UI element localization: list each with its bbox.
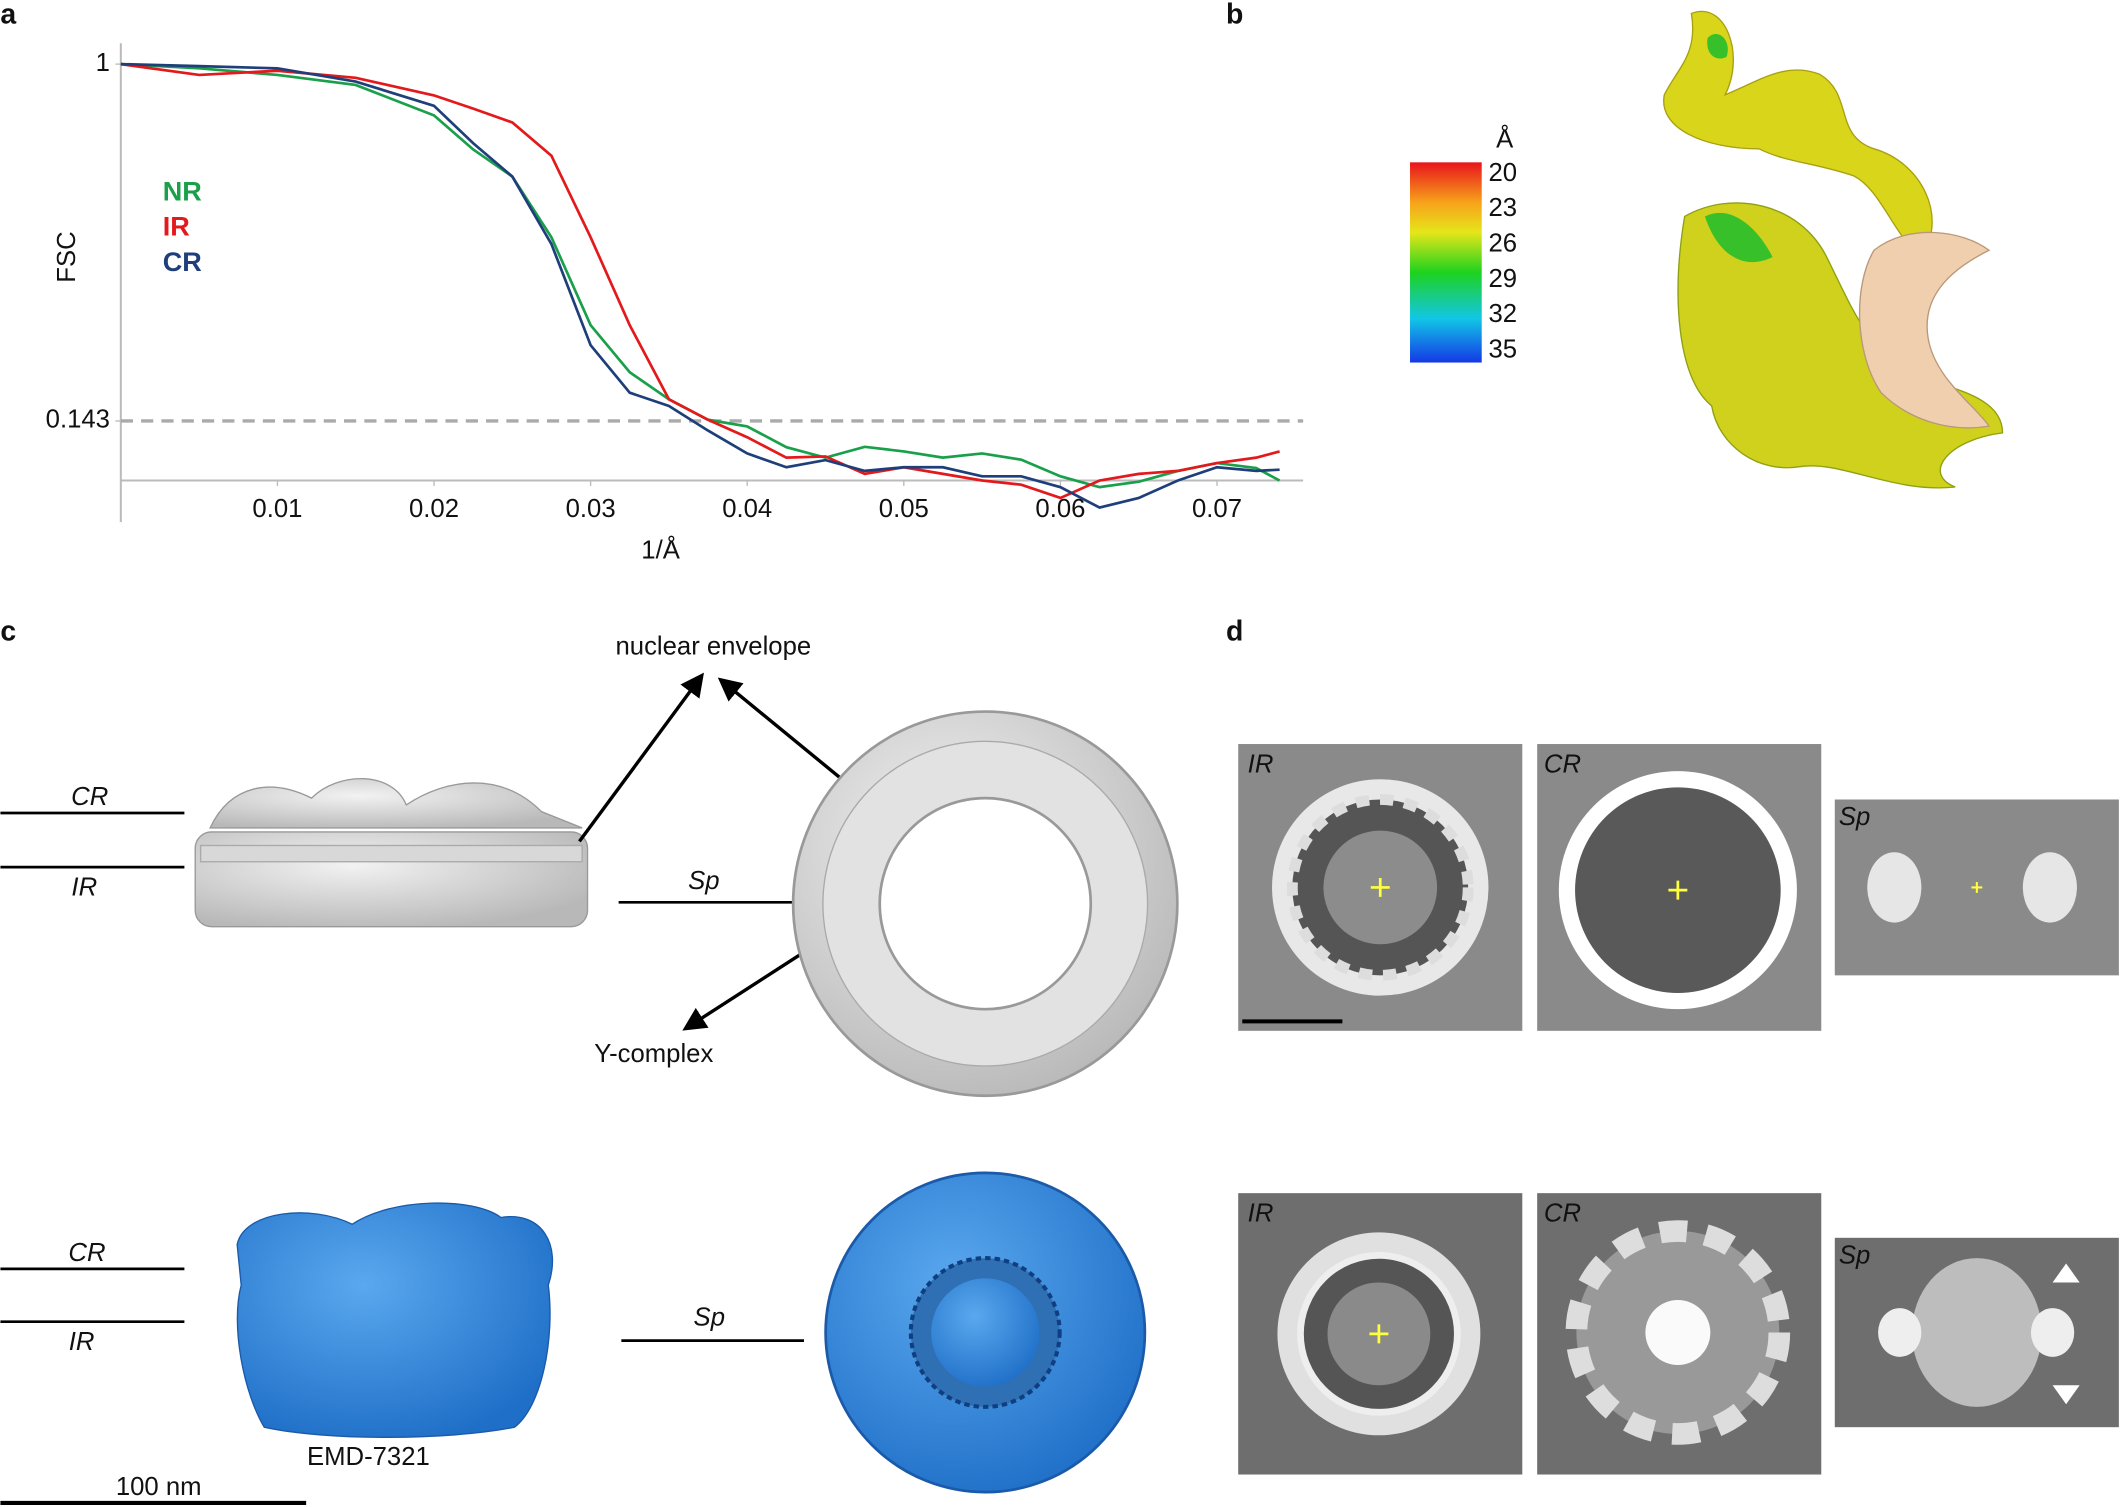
y-tick-label: 1 [96,49,110,77]
class-label: IR [1248,1200,1274,1228]
envelope-section [1858,231,1991,429]
panel-label: b [1226,0,1243,31]
colorbar [1410,162,1482,363]
ring-label: IR [71,874,97,902]
map-surface [1704,212,1773,263]
colorbar-tick-label: 20 [1488,159,1517,187]
x-tick-label: 0.04 [722,495,772,523]
colorbar-tick-label: 35 [1488,336,1517,364]
panel-b: Å [1410,10,2004,489]
x-tick-label: 0.01 [252,495,302,523]
panel-d: IR CR Sp IR CR Sp [1238,744,2119,1475]
section-label: Sp [694,1304,725,1332]
x-axis-label: 1/Å [641,535,680,565]
section-label: Sp [688,867,719,895]
arrow [682,945,814,1031]
class-label: Sp [1839,803,1870,831]
fsc-curve [120,62,1280,509]
density-map [1663,10,2004,489]
x-tick-label: 0.05 [879,495,929,523]
emd-side-view [236,1202,553,1439]
colorbar-tick-label: 23 [1488,194,1517,222]
colorbar-tick-label: 26 [1488,230,1517,258]
class-label: CR [1544,750,1581,778]
annotation: Y-complex [594,1040,713,1068]
legend-entry: IR [163,212,190,242]
colorbar-unit: Å [1496,123,1514,153]
y-axis-label: FSC [53,231,81,282]
fsc-curve [120,62,1280,500]
npc-top-view [791,710,1179,1098]
x-tick-label: 0.03 [566,495,616,523]
map-surface [1707,33,1728,59]
annotation: nuclear envelope [616,633,812,661]
fsc-curve [120,62,1281,489]
ring-label: IR [69,1328,95,1356]
map-id: EMD-7321 [307,1443,430,1471]
panel-label: d [1226,616,1243,648]
class-label: Sp [1839,1242,1870,1270]
panel-label: c [0,616,16,648]
panel-c: CR IR nuclear envelope Y-complex Sp CR I… [0,633,1179,1505]
arrow [578,672,704,843]
panel-label: a [0,0,16,31]
colorbar-tick-label: 29 [1488,265,1517,293]
colorbar-tick-label: 32 [1488,300,1517,328]
emd-top-view [824,1171,1147,1494]
class-label: IR [1248,750,1274,778]
y-tick-label: 0.143 [46,406,110,434]
class-label: CR [1544,1200,1581,1228]
x-tick-label: 0.02 [409,495,459,523]
fsc-chart: 0.01 0.02 0.03 0.04 0.05 0.06 0.07 0.143 1 FSC 1/Å… [46,43,1304,565]
arrow [717,677,843,781]
legend-entry: CR [163,247,202,277]
scale-bar-label: 100 nm [116,1473,202,1501]
x-tick-label: 0.07 [1192,495,1242,523]
ring-label: CR [71,783,108,811]
legend-entry: NR [163,177,202,207]
ring-label: CR [68,1239,105,1267]
npc-side-view [194,778,589,928]
x-tick-label: 0.06 [1035,495,1085,523]
